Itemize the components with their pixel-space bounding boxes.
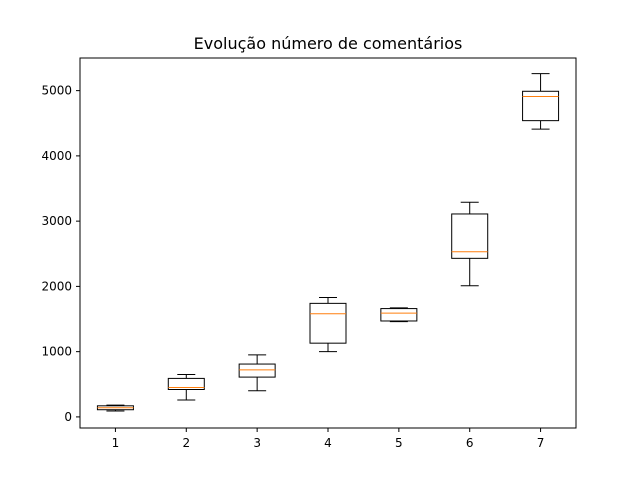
y-tick-label: 2000 <box>41 279 72 293</box>
y-tick-label: 4000 <box>41 149 72 163</box>
box-iqr <box>451 213 489 259</box>
plot-area: 0 1000 2000 3000 4000 5000 1 2 3 4 5 6 7 <box>41 73 560 450</box>
x-tick-label: 4 <box>324 436 332 450</box>
x-tick-label: 5 <box>395 436 403 450</box>
box-iqr <box>167 377 205 390</box>
chart-title: Evolução número de comentários <box>194 34 463 53</box>
x-tick-label: 6 <box>466 436 474 450</box>
y-tick-label: 0 <box>64 410 72 424</box>
y-tick-label: 3000 <box>41 214 72 228</box>
y-tick-label: 1000 <box>41 345 72 359</box>
box-iqr <box>309 302 347 344</box>
x-tick-label: 7 <box>537 436 545 450</box>
x-tick-label: 1 <box>112 436 120 450</box>
x-tick-label: 2 <box>182 436 190 450</box>
box-iqr <box>522 90 560 122</box>
x-tick-label: 3 <box>253 436 261 450</box>
axes-frame <box>79 57 577 429</box>
y-tick-label: 5000 <box>41 84 72 98</box>
box-iqr <box>238 363 276 378</box>
box-iqr <box>380 308 418 322</box>
